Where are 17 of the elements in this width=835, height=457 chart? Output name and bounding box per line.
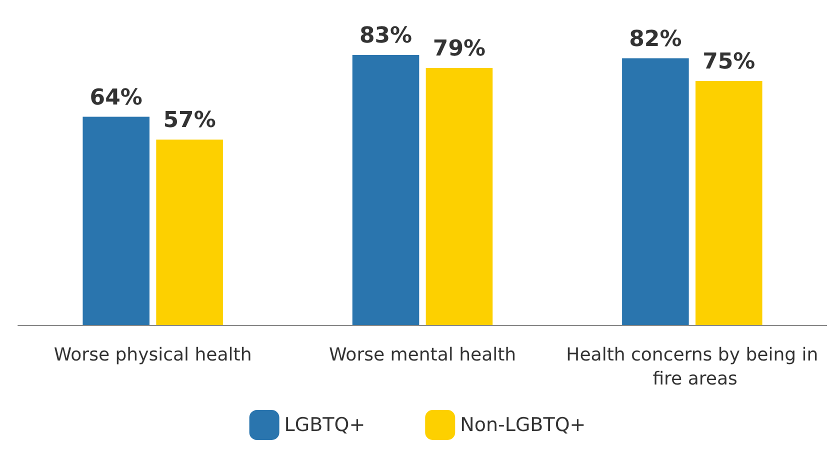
- x-tick-label: Worse physical health: [54, 344, 252, 366]
- bar: [82, 116, 150, 325]
- bar: [352, 55, 420, 325]
- data-label: 82%: [629, 26, 682, 52]
- x-tick-label: Health concerns by being in fire areas: [566, 344, 818, 390]
- bar: [696, 81, 762, 325]
- data-label: 64%: [90, 85, 142, 110]
- data-label: 79%: [432, 36, 486, 62]
- x-tick-label: Worse mental health: [328, 344, 516, 366]
- data-label: 57%: [163, 108, 216, 134]
- legend-label: LGBTQ+: [284, 414, 366, 436]
- data-label: 75%: [702, 50, 756, 75]
- bar: [426, 68, 493, 325]
- bar: [622, 58, 689, 325]
- legend-label: Non-LGBTQ+: [460, 414, 586, 436]
- bar: [156, 140, 223, 325]
- data-label: 83%: [359, 24, 412, 48]
